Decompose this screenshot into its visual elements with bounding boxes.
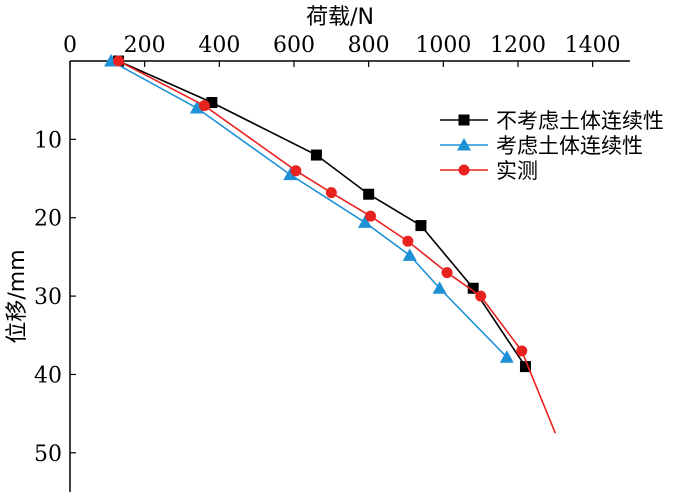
y-tick-label: 50 (34, 442, 62, 467)
data-point (432, 281, 447, 294)
data-point (402, 235, 414, 247)
data-point (198, 100, 210, 112)
legend-marker (458, 164, 470, 176)
data-point (310, 149, 322, 161)
y-tick-label: 40 (34, 363, 62, 388)
axes: 0 200 400 600 800 1000 1200 1400 10 20 30 40 50 (34, 33, 630, 492)
data-point (363, 188, 375, 200)
x-tick-label: 400 (198, 33, 240, 58)
legend-entry: 考虑土体连续性 (440, 134, 643, 158)
legend-marker (457, 138, 471, 151)
series-line (110, 60, 508, 358)
x-tick-label: 800 (348, 33, 390, 58)
y-tick-label: 10 (34, 128, 62, 153)
data-point (206, 97, 218, 109)
series-1 (104, 54, 514, 363)
data-point (283, 167, 298, 181)
data-point (402, 248, 417, 261)
series-layer (104, 54, 557, 434)
data-point (365, 210, 377, 222)
data-point (499, 350, 514, 363)
legend-label: 考虑土体连续性 (496, 134, 643, 158)
x-tick-label: 600 (273, 33, 315, 58)
data-point (415, 220, 427, 232)
data-point (475, 290, 487, 302)
series-0 (113, 55, 531, 373)
y-axis-title: 位移/mm (5, 249, 30, 343)
legend-label: 实测 (496, 159, 538, 183)
legend-label: 不考虑土体连续性 (496, 109, 664, 133)
data-point (325, 187, 337, 199)
data-point (441, 267, 453, 279)
data-point (519, 361, 531, 373)
x-tick-label: 1200 (490, 33, 546, 58)
y-tick-label: 30 (34, 285, 62, 310)
x-tick-label: 1000 (415, 33, 471, 58)
legend-entry: 实测 (440, 159, 538, 183)
y-tick-label: 20 (34, 207, 62, 232)
data-point (189, 101, 204, 114)
data-point (357, 215, 372, 228)
x-tick-label: 1400 (565, 33, 621, 58)
data-point (516, 345, 528, 357)
data-point (290, 165, 302, 177)
x-tick-label: 0 (63, 33, 77, 58)
series-line (118, 60, 557, 434)
series-line (118, 60, 527, 368)
x-tick-label: 200 (124, 33, 166, 58)
x-axis-title: 荷载/N (306, 5, 374, 30)
legend-marker (458, 114, 470, 126)
data-point (113, 55, 125, 67)
series-2 (113, 55, 557, 434)
data-point (467, 282, 479, 294)
legend-entry: 不考虑土体连续性 (440, 109, 664, 133)
